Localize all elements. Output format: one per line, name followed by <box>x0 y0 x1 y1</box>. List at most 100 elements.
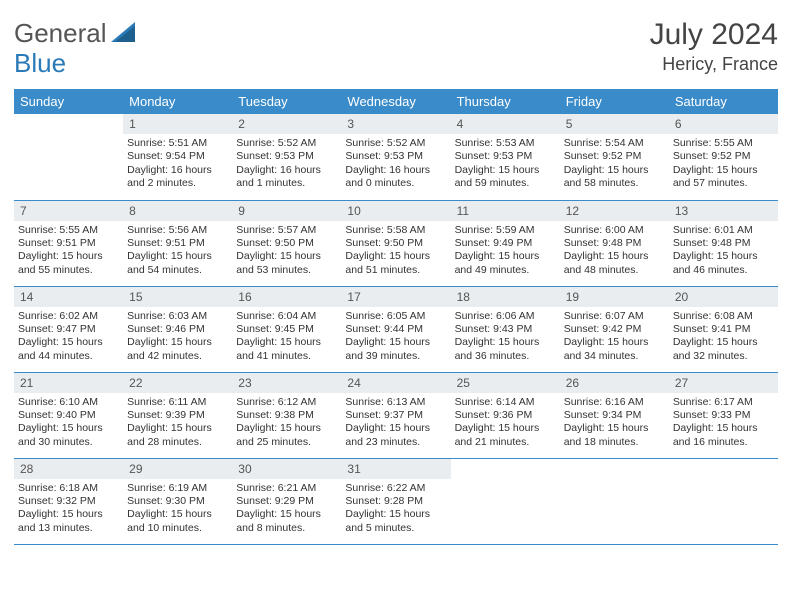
day-number: 14 <box>14 287 123 307</box>
daylight-line: Daylight: 15 hours and 10 minutes. <box>127 508 228 535</box>
sunrise-line: Sunrise: 6:00 AM <box>564 224 665 237</box>
sunset-line: Sunset: 9:53 PM <box>236 150 337 163</box>
day-number: 7 <box>14 201 123 221</box>
sunset-line: Sunset: 9:43 PM <box>455 323 556 336</box>
sunset-line: Sunset: 9:37 PM <box>345 409 446 422</box>
sunrise-line: Sunrise: 6:19 AM <box>127 482 228 495</box>
day-details: Sunrise: 5:57 AMSunset: 9:50 PMDaylight:… <box>232 221 341 282</box>
sunrise-line: Sunrise: 6:13 AM <box>345 396 446 409</box>
day-details: Sunrise: 5:55 AMSunset: 9:51 PMDaylight:… <box>14 221 123 282</box>
sunset-line: Sunset: 9:54 PM <box>127 150 228 163</box>
sunset-line: Sunset: 9:42 PM <box>564 323 665 336</box>
day-number: 26 <box>560 373 669 393</box>
sunrise-line: Sunrise: 6:08 AM <box>673 310 774 323</box>
sunset-line: Sunset: 9:49 PM <box>455 237 556 250</box>
day-number: 9 <box>232 201 341 221</box>
day-details: Sunrise: 6:18 AMSunset: 9:32 PMDaylight:… <box>14 479 123 540</box>
calendar-table: Sunday Monday Tuesday Wednesday Thursday… <box>14 89 778 545</box>
calendar-day-cell: 5Sunrise: 5:54 AMSunset: 9:52 PMDaylight… <box>560 114 669 200</box>
calendar-day-cell: 10Sunrise: 5:58 AMSunset: 9:50 PMDayligh… <box>341 200 450 286</box>
daylight-line: Daylight: 15 hours and 34 minutes. <box>564 336 665 363</box>
calendar-day-cell: 3 Sunrise: 5:52 AMSunset: 9:53 PMDaylight… <box>341 114 450 200</box>
day-details: Sunrise: 6:16 AMSunset: 9:34 PMDaylight:… <box>560 393 669 454</box>
sunrise-line: Sunrise: 5:53 AM <box>455 137 556 150</box>
sunset-line: Sunset: 9:48 PM <box>673 237 774 250</box>
day-number: 31 <box>341 459 450 479</box>
location-label: Hericy, France <box>650 54 778 75</box>
daylight-line: Daylight: 15 hours and 57 minutes. <box>673 164 774 191</box>
title-block: July 2024 Hericy, France <box>650 18 778 75</box>
calendar-day-cell: 17Sunrise: 6:05 AMSunset: 9:44 PMDayligh… <box>341 286 450 372</box>
calendar-day-cell: 21Sunrise: 6:10 AMSunset: 9:40 PMDayligh… <box>14 372 123 458</box>
weekday-header-row: Sunday Monday Tuesday Wednesday Thursday… <box>14 89 778 114</box>
weekday-header: Saturday <box>669 89 778 114</box>
sunset-line: Sunset: 9:52 PM <box>673 150 774 163</box>
day-number: 27 <box>669 373 778 393</box>
sunrise-line: Sunrise: 6:14 AM <box>455 396 556 409</box>
day-number: 11 <box>451 201 560 221</box>
sunset-line: Sunset: 9:48 PM <box>564 237 665 250</box>
day-details: Sunrise: 6:02 AMSunset: 9:47 PMDaylight:… <box>14 307 123 368</box>
sunset-line: Sunset: 9:51 PM <box>127 237 228 250</box>
daylight-line: Daylight: 15 hours and 36 minutes. <box>455 336 556 363</box>
day-number: 29 <box>123 459 232 479</box>
day-number: 23 <box>232 373 341 393</box>
day-number: 30 <box>232 459 341 479</box>
day-details: Sunrise: 6:22 AMSunset: 9:28 PMDaylight:… <box>341 479 450 540</box>
sunrise-line: Sunrise: 6:02 AM <box>18 310 119 323</box>
sunrise-line: Sunrise: 5:58 AM <box>345 224 446 237</box>
day-number: 12 <box>560 201 669 221</box>
day-details: Sunrise: 6:11 AMSunset: 9:39 PMDaylight:… <box>123 393 232 454</box>
sunrise-line: Sunrise: 6:17 AM <box>673 396 774 409</box>
daylight-line: Daylight: 15 hours and 16 minutes. <box>673 422 774 449</box>
sunset-line: Sunset: 9:53 PM <box>345 150 446 163</box>
sunset-line: Sunset: 9:28 PM <box>345 495 446 508</box>
sunset-line: Sunset: 9:30 PM <box>127 495 228 508</box>
day-number: 8 <box>123 201 232 221</box>
daylight-line: Daylight: 15 hours and 58 minutes. <box>564 164 665 191</box>
sunset-line: Sunset: 9:32 PM <box>18 495 119 508</box>
sunrise-line: Sunrise: 6:10 AM <box>18 396 119 409</box>
sunset-line: Sunset: 9:47 PM <box>18 323 119 336</box>
daylight-line: Daylight: 15 hours and 59 minutes. <box>455 164 556 191</box>
sunrise-line: Sunrise: 5:55 AM <box>18 224 119 237</box>
sunrise-line: Sunrise: 6:12 AM <box>236 396 337 409</box>
brand-triangle-icon <box>111 20 139 47</box>
day-details: Sunrise: 5:51 AMSunset: 9:54 PMDaylight:… <box>123 134 232 195</box>
day-details: Sunrise: 6:17 AMSunset: 9:33 PMDaylight:… <box>669 393 778 454</box>
day-number: 16 <box>232 287 341 307</box>
daylight-line: Daylight: 15 hours and 53 minutes. <box>236 250 337 277</box>
day-details: Sunrise: 6:13 AMSunset: 9:37 PMDaylight:… <box>341 393 450 454</box>
day-number: 15 <box>123 287 232 307</box>
calendar-day-cell: 22Sunrise: 6:11 AMSunset: 9:39 PMDayligh… <box>123 372 232 458</box>
calendar-day-cell: 18Sunrise: 6:06 AMSunset: 9:43 PMDayligh… <box>451 286 560 372</box>
daylight-line: Daylight: 15 hours and 55 minutes. <box>18 250 119 277</box>
sunrise-line: Sunrise: 5:55 AM <box>673 137 774 150</box>
day-number: 2 <box>232 114 341 134</box>
daylight-line: Daylight: 15 hours and 44 minutes. <box>18 336 119 363</box>
daylight-line: Daylight: 16 hours and 2 minutes. <box>127 164 228 191</box>
day-details: Sunrise: 5:52 AMSunset: 9:53 PMDaylight:… <box>232 134 341 195</box>
sunrise-line: Sunrise: 6:03 AM <box>127 310 228 323</box>
day-details: Sunrise: 6:01 AMSunset: 9:48 PMDaylight:… <box>669 221 778 282</box>
sunrise-line: Sunrise: 6:05 AM <box>345 310 446 323</box>
day-number: 17 <box>341 287 450 307</box>
sunrise-line: Sunrise: 5:51 AM <box>127 137 228 150</box>
calendar-day-cell <box>669 458 778 544</box>
daylight-line: Daylight: 15 hours and 5 minutes. <box>345 508 446 535</box>
day-details: Sunrise: 6:05 AMSunset: 9:44 PMDaylight:… <box>341 307 450 368</box>
sunrise-line: Sunrise: 5:56 AM <box>127 224 228 237</box>
daylight-line: Daylight: 16 hours and 0 minutes. <box>345 164 446 191</box>
calendar-day-cell: 2Sunrise: 5:52 AMSunset: 9:53 PMDaylight… <box>232 114 341 200</box>
calendar-week-row: 14Sunrise: 6:02 AMSunset: 9:47 PMDayligh… <box>14 286 778 372</box>
daylight-line: Daylight: 15 hours and 48 minutes. <box>564 250 665 277</box>
day-number: 3 <box>341 114 450 134</box>
sunrise-line: Sunrise: 6:06 AM <box>455 310 556 323</box>
day-details: Sunrise: 5:53 AMSunset: 9:53 PMDaylight:… <box>451 134 560 195</box>
sunrise-line: Sunrise: 5:52 AM <box>345 137 446 150</box>
day-number: 19 <box>560 287 669 307</box>
sunset-line: Sunset: 9:45 PM <box>236 323 337 336</box>
day-details: Sunrise: 5:58 AMSunset: 9:50 PMDaylight:… <box>341 221 450 282</box>
calendar-day-cell: 15Sunrise: 6:03 AMSunset: 9:46 PMDayligh… <box>123 286 232 372</box>
calendar-day-cell: 9Sunrise: 5:57 AMSunset: 9:50 PMDaylight… <box>232 200 341 286</box>
